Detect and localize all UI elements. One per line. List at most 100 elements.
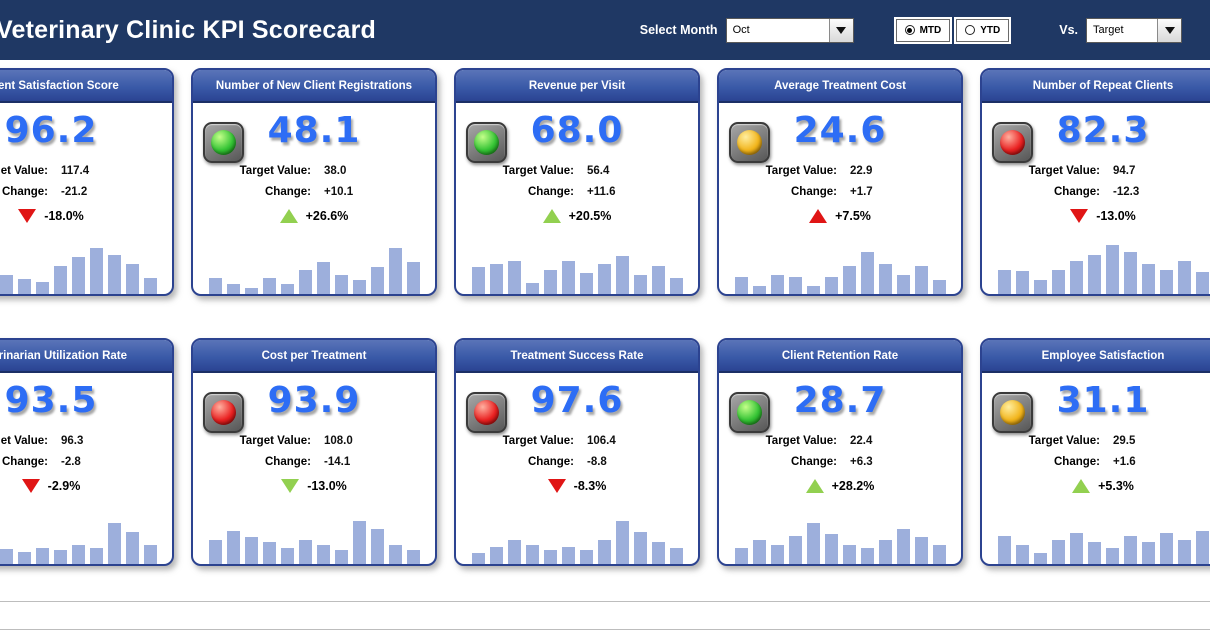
bar bbox=[1069, 261, 1083, 294]
bar bbox=[388, 248, 402, 294]
bar bbox=[633, 532, 647, 564]
bar bbox=[107, 523, 121, 564]
kpi-card-header: Client Retention Rate bbox=[719, 340, 961, 373]
traffic-light-icon bbox=[729, 122, 770, 163]
bar bbox=[244, 288, 258, 294]
bar bbox=[669, 278, 683, 294]
bar bbox=[914, 266, 928, 294]
kpi-card: Cost per Treatment 93.9 Target Value: 10… bbox=[191, 338, 437, 566]
bar bbox=[770, 545, 784, 564]
bar bbox=[489, 547, 503, 564]
kpi-card-title: Client Retention Rate bbox=[781, 349, 899, 362]
trend: +26.6% bbox=[193, 207, 435, 224]
bar bbox=[579, 550, 593, 564]
bar bbox=[1141, 542, 1155, 564]
chevron-down-icon bbox=[1164, 26, 1175, 34]
bar bbox=[1087, 255, 1101, 294]
kpi-value: 48.1 bbox=[267, 110, 361, 151]
traffic-light-bulb bbox=[737, 130, 762, 155]
change-value: -21.2 bbox=[61, 186, 88, 198]
bar bbox=[734, 277, 748, 294]
traffic-light-bulb bbox=[211, 400, 236, 425]
bar bbox=[1015, 545, 1029, 564]
trend: -13.0% bbox=[982, 207, 1210, 224]
change-value: +1.7 bbox=[850, 186, 873, 198]
bar bbox=[17, 279, 31, 294]
traffic-light-bulb bbox=[737, 400, 762, 425]
target-value: 96.3 bbox=[61, 435, 84, 447]
month-dropdown-arrow[interactable] bbox=[828, 18, 853, 42]
kpi-details: Target Value: 106.4 Change: -8.8 bbox=[456, 435, 698, 469]
bar bbox=[525, 283, 539, 294]
trend-arrow-icon bbox=[279, 208, 298, 223]
bar bbox=[316, 545, 330, 564]
traffic-light-icon bbox=[466, 392, 507, 433]
bar bbox=[651, 266, 665, 294]
bar bbox=[208, 540, 222, 564]
bar bbox=[1159, 533, 1173, 564]
vs-dropdown-arrow[interactable] bbox=[1157, 18, 1181, 42]
kpi-card-body: 97.6 Target Value: 106.4 Change: -8.8 -8… bbox=[456, 379, 698, 564]
target-value-label: Target Value: bbox=[765, 165, 837, 177]
kpi-card-header: Cost per Treatment bbox=[193, 340, 435, 373]
ytd-radio-label: YTD bbox=[980, 24, 1001, 36]
mini-bar-chart bbox=[464, 510, 690, 564]
ytd-radio[interactable]: YTD bbox=[956, 18, 1010, 42]
bar bbox=[89, 248, 103, 294]
trend-arrow-icon bbox=[805, 478, 824, 493]
bar bbox=[842, 545, 856, 564]
bar bbox=[997, 270, 1011, 294]
target-value-label: Target Value: bbox=[502, 435, 574, 447]
kpi-card: Client Retention Rate 28.7 Target Value:… bbox=[717, 338, 963, 566]
kpi-card: Revenue per Visit 68.0 Target Value: 56.… bbox=[454, 68, 700, 296]
bar bbox=[788, 277, 802, 294]
bar bbox=[35, 282, 49, 294]
trend-arrow-icon bbox=[547, 478, 566, 493]
kpi-card: Employee Satisfaction 31.1 Target Value:… bbox=[980, 338, 1210, 566]
header-bar: Veterinary Clinic KPI Scorecard Select M… bbox=[0, 0, 1210, 60]
kpi-card: Number of New Client Registrations 48.1 … bbox=[191, 68, 437, 296]
bar bbox=[1105, 548, 1119, 564]
kpi-details: Target Value: 117.4 Change: -21.2 bbox=[0, 165, 172, 199]
vs-dropdown[interactable]: Target bbox=[1086, 17, 1182, 43]
kpi-card-body: 93.9 Target Value: 108.0 Change: -14.1 -… bbox=[193, 379, 435, 564]
traffic-light-bulb bbox=[474, 130, 499, 155]
mtd-radio[interactable]: MTD bbox=[895, 18, 951, 42]
traffic-light-icon bbox=[203, 392, 244, 433]
bar bbox=[734, 548, 748, 564]
bar bbox=[806, 523, 820, 564]
change-label: Change: bbox=[1054, 456, 1100, 468]
bar bbox=[543, 550, 557, 564]
bar bbox=[860, 252, 874, 294]
bar bbox=[125, 532, 139, 564]
target-value-label: Target Value: bbox=[0, 165, 48, 177]
change-label: Change: bbox=[791, 456, 837, 468]
change-label: Change: bbox=[2, 456, 48, 468]
bar bbox=[1033, 553, 1047, 564]
bar bbox=[1069, 533, 1083, 564]
bar bbox=[997, 536, 1011, 564]
kpi-card-title: Cost per Treatment bbox=[261, 349, 367, 362]
target-value-label: Target Value: bbox=[1028, 435, 1100, 447]
bar bbox=[89, 548, 103, 564]
bar bbox=[370, 529, 384, 564]
kpi-card-header: Treatment Success Rate bbox=[456, 340, 698, 373]
month-dropdown[interactable]: Oct bbox=[725, 17, 854, 43]
bar bbox=[71, 257, 85, 294]
bar bbox=[1087, 542, 1101, 564]
kpi-card-body: 28.7 Target Value: 22.4 Change: +6.3 +28… bbox=[719, 379, 961, 564]
kpi-value: 93.9 bbox=[267, 380, 361, 421]
trend: -13.0% bbox=[193, 477, 435, 494]
bar bbox=[579, 273, 593, 294]
gridline bbox=[0, 601, 1210, 602]
traffic-light-icon bbox=[992, 392, 1033, 433]
bar bbox=[1195, 272, 1209, 294]
change-value: +10.1 bbox=[324, 186, 354, 198]
kpi-card-title: Employee Satisfaction bbox=[1041, 349, 1165, 362]
bar bbox=[932, 545, 946, 564]
kpi-card-title: Revenue per Visit bbox=[528, 79, 626, 92]
trend-percent: -13.0% bbox=[1096, 208, 1136, 223]
bar bbox=[370, 267, 384, 294]
bar bbox=[1051, 270, 1065, 294]
gridline bbox=[0, 629, 1210, 630]
